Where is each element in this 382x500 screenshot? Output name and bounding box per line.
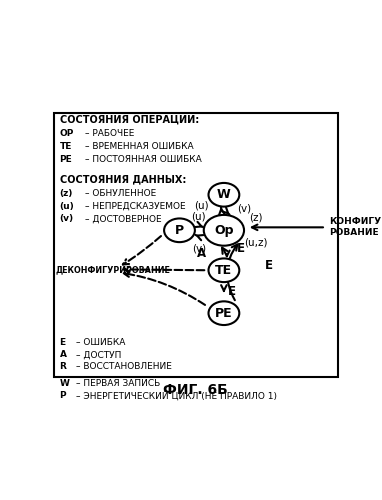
Text: TE: TE	[60, 142, 72, 151]
Text: – РАБОЧЕЕ: – РАБОЧЕЕ	[85, 129, 134, 138]
Ellipse shape	[209, 183, 239, 206]
Text: (v): (v)	[237, 203, 251, 213]
Text: ФИГ. 6Б: ФИГ. 6Б	[163, 383, 228, 397]
Text: – ОБНУЛЕННОЕ: – ОБНУЛЕННОЕ	[85, 189, 156, 198]
Text: Op: Op	[214, 224, 234, 237]
Text: P: P	[60, 391, 66, 400]
Ellipse shape	[164, 218, 195, 242]
Text: E: E	[237, 242, 245, 256]
Text: PE: PE	[215, 306, 233, 320]
Text: – ДОСТУП: – ДОСТУП	[76, 350, 121, 359]
Text: ДЕКОНФИГУРИРОВАНИЕ: ДЕКОНФИГУРИРОВАНИЕ	[55, 265, 170, 274]
Text: E: E	[60, 338, 66, 347]
Text: СОСТОЯНИЯ ДАННЫХ:: СОСТОЯНИЯ ДАННЫХ:	[60, 174, 186, 184]
Text: A: A	[197, 246, 206, 260]
Ellipse shape	[209, 302, 239, 325]
Text: – ДОСТОВЕРНОЕ: – ДОСТОВЕРНОЕ	[85, 214, 161, 224]
Text: – ПЕРВАЯ ЗАПИСЬ: – ПЕРВАЯ ЗАПИСЬ	[76, 379, 160, 388]
Ellipse shape	[204, 215, 244, 246]
Text: A: A	[60, 350, 66, 359]
Text: (u): (u)	[60, 202, 74, 210]
Text: – ПОСТОЯННАЯ ОШИБКА: – ПОСТОЯННАЯ ОШИБКА	[85, 154, 202, 164]
Text: (u,z): (u,z)	[244, 238, 268, 248]
Text: – ВРЕМЕННАЯ ОШИБКА: – ВРЕМЕННАЯ ОШИБКА	[85, 142, 193, 151]
Text: – ЭНЕРГЕТИЧЕСКИЙ ЦИКЛ (НЕ ПРАВИЛО 1): – ЭНЕРГЕТИЧЕСКИЙ ЦИКЛ (НЕ ПРАВИЛО 1)	[76, 391, 277, 401]
Text: СОСТОЯНИЯ ОПЕРАЦИИ:: СОСТОЯНИЯ ОПЕРАЦИИ:	[60, 115, 199, 125]
Text: (z): (z)	[60, 189, 73, 198]
Text: – ВОССТАНОВЛЕНИЕ: – ВОССТАНОВЛЕНИЕ	[76, 362, 172, 371]
Ellipse shape	[209, 258, 239, 282]
Text: W: W	[60, 379, 70, 388]
Text: OP: OP	[60, 129, 74, 138]
Text: E: E	[228, 285, 236, 298]
Text: E: E	[265, 260, 273, 272]
Text: – ОШИБКА: – ОШИБКА	[76, 338, 125, 347]
FancyBboxPatch shape	[53, 114, 338, 377]
Text: (u): (u)	[191, 212, 206, 222]
Text: R: R	[60, 362, 66, 371]
Text: (v): (v)	[192, 244, 206, 254]
Text: (z): (z)	[249, 213, 262, 223]
Text: (u): (u)	[194, 200, 209, 210]
Text: P: P	[175, 224, 184, 237]
Text: КОНФИГУРИ-
РОВАНИЕ: КОНФИГУРИ- РОВАНИЕ	[329, 218, 382, 238]
Text: TE: TE	[215, 264, 233, 277]
Text: (v): (v)	[60, 214, 74, 224]
Text: W: W	[217, 188, 231, 202]
Text: PE: PE	[60, 154, 72, 164]
Text: – НЕПРЕДСКАЗУЕМОЕ: – НЕПРЕДСКАЗУЕМОЕ	[85, 202, 185, 210]
